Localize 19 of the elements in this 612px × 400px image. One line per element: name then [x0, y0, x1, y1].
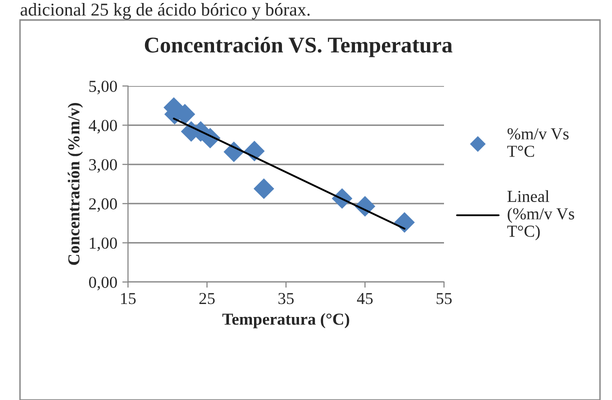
y-axis-title: Concentración (%m/v) [68, 103, 83, 265]
legend-label: %m/v Vs T°C [507, 128, 569, 157]
x-tick-label: 45 [356, 293, 373, 304]
y-tick-label: 1,00 [90, 238, 117, 252]
y-tick-label: 5,00 [89, 80, 117, 94]
chart-title: Concentración VS. Temperatura [144, 36, 452, 58]
y-tick-label: 0,00 [89, 276, 117, 290]
y-tick-label: 2,00 [89, 198, 117, 212]
x-axis-title: Temperatura (°C) [222, 313, 350, 328]
x-tick-label: 25 [199, 292, 215, 304]
y-tick-label: 4,00 [88, 120, 117, 134]
y-tick-label: 3,00 [89, 159, 117, 173]
x-tick-label: 55 [436, 293, 452, 304]
legend-label: Lineal (%m/v Vs T°C) [507, 190, 574, 240]
point [394, 212, 415, 233]
text: adicional 25 kg de ácido bórico y bórax. [20, 3, 310, 20]
x-tick-label: 35 [278, 292, 294, 304]
point [254, 178, 274, 200]
x-tick-label: 15 [121, 292, 136, 304]
